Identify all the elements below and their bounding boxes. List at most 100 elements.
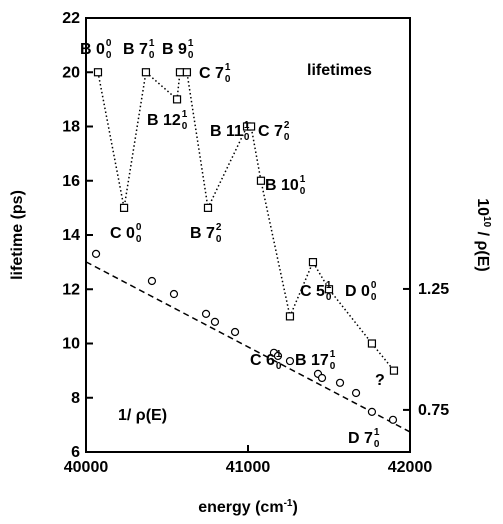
circle-marker — [351, 388, 361, 398]
annotation-sub: 0 — [188, 50, 194, 61]
y2-axis-label-sup: 10 — [481, 216, 492, 228]
annotation-sub: 0 — [326, 292, 332, 303]
annotation-sub: 0 — [374, 439, 380, 450]
circle-marker — [201, 309, 211, 318]
fit-line — [85, 261, 411, 433]
annotation: C 7 — [258, 123, 283, 140]
x-axis-label: energy (cm-1) — [198, 498, 298, 516]
y-tick-label: 12 — [62, 281, 80, 298]
annotation: C 5 — [300, 283, 325, 300]
square-marker — [119, 203, 129, 212]
annotation: B 7 — [123, 41, 148, 58]
annotation-sub: 0 — [182, 121, 188, 132]
annotation: C 6 — [250, 352, 275, 369]
square-marker — [172, 95, 182, 104]
annotation: B 0 — [80, 41, 105, 58]
y-tick-label: 10 — [62, 336, 80, 353]
square-marker — [141, 68, 151, 77]
annotation-sup: 0 — [136, 222, 142, 233]
square-marker — [246, 122, 256, 131]
y-tick-label: 6 — [71, 444, 80, 461]
y2-axis-label: 1010 / ρ(E) — [474, 198, 492, 271]
circle-marker — [230, 327, 240, 337]
annotation-sub: 0 — [225, 74, 231, 85]
y-axis-label: lifetime (ps) — [9, 190, 26, 280]
x-tick-label: 40000 — [64, 459, 109, 476]
annotation: D 0 — [345, 283, 370, 300]
annotation: B 17 — [295, 352, 329, 369]
y2-axis-label-end: / ρ(E) — [474, 227, 491, 272]
series-label: 1/ ρ(E) — [118, 407, 167, 424]
annotation-sub: 0 — [330, 361, 336, 372]
circle-marker — [317, 373, 327, 383]
circle-marker — [210, 317, 220, 326]
square-marker — [93, 68, 103, 77]
annotation-sup: 1 — [188, 38, 194, 49]
square-marker — [182, 68, 192, 77]
annotation-sup: 1 — [330, 349, 336, 360]
annotation-sup: 1 — [149, 38, 155, 49]
annotation-sub: 0 — [371, 292, 377, 303]
annotation-sup: 2 — [284, 120, 290, 131]
annotation-sub: 0 — [136, 234, 142, 245]
annotation-sup: 1 — [225, 62, 231, 73]
annotation-sup: 1 — [374, 427, 380, 438]
annotation: D 7 — [348, 430, 373, 447]
circle-marker — [169, 289, 179, 299]
series-line — [97, 70, 395, 372]
annotation-sup: 0 — [371, 280, 377, 291]
y2-tick-label: 0.75 — [418, 402, 449, 419]
circle-marker — [335, 378, 345, 387]
annotation-sub: 0 — [216, 234, 222, 245]
x-axis-label-sup: -1 — [284, 498, 293, 509]
annotation-sup: 1 — [326, 280, 332, 291]
annotation-sup: 1 — [276, 349, 282, 360]
annotation: B 9 — [162, 41, 187, 58]
square-marker — [203, 203, 213, 212]
circle-marker — [285, 356, 295, 366]
square-marker — [285, 312, 295, 321]
x-tick-label: 42000 — [388, 459, 433, 476]
annotation: ? — [375, 372, 385, 389]
annotation: B 12 — [147, 112, 181, 129]
y-tick-label: 16 — [62, 173, 80, 190]
y2-tick-label: 1.25 — [418, 281, 449, 298]
annotation-sup: 1 — [300, 174, 306, 185]
square-marker — [308, 258, 318, 267]
y-tick-label: 22 — [62, 10, 80, 27]
annotation-sub: 0 — [300, 186, 306, 197]
y-tick-label: 20 — [62, 64, 80, 81]
y-tick-label: 14 — [62, 227, 80, 244]
circle-marker — [91, 249, 101, 258]
annotation: B 11 — [210, 123, 243, 140]
annotation: B 7 — [190, 225, 215, 242]
circle-marker — [388, 415, 398, 424]
annotation-sub: 0 — [106, 50, 112, 61]
series-label: lifetimes — [307, 62, 372, 79]
y-tick-label: 8 — [71, 390, 80, 407]
square-marker — [256, 176, 266, 185]
annotation: B 10 — [265, 177, 299, 194]
annotation-sub: 0 — [149, 50, 155, 61]
circle-marker — [147, 276, 157, 286]
x-axis-label-end: ) — [292, 499, 297, 516]
circle-marker — [273, 351, 283, 361]
square-marker — [367, 339, 377, 348]
annotation-sub: 0 — [284, 132, 290, 143]
annotation-sub: 0 — [244, 132, 250, 143]
square-marker — [324, 285, 334, 294]
x-axis-label-text: energy (cm — [198, 499, 283, 516]
y2-axis-label-text: 10 — [474, 198, 491, 216]
x-tick-label: 41000 — [226, 459, 271, 476]
annotation: C 0 — [110, 225, 135, 242]
annotation-sub: 0 — [276, 361, 282, 372]
circle-marker — [367, 407, 377, 416]
annotation-sup: 1 — [182, 109, 188, 120]
annotation-sup: 0 — [106, 38, 112, 49]
square-marker — [175, 68, 185, 77]
annotation: C 7 — [199, 65, 224, 82]
square-marker — [389, 366, 399, 375]
annotation-sup: 2 — [216, 222, 222, 233]
y-tick-label: 18 — [62, 119, 80, 136]
